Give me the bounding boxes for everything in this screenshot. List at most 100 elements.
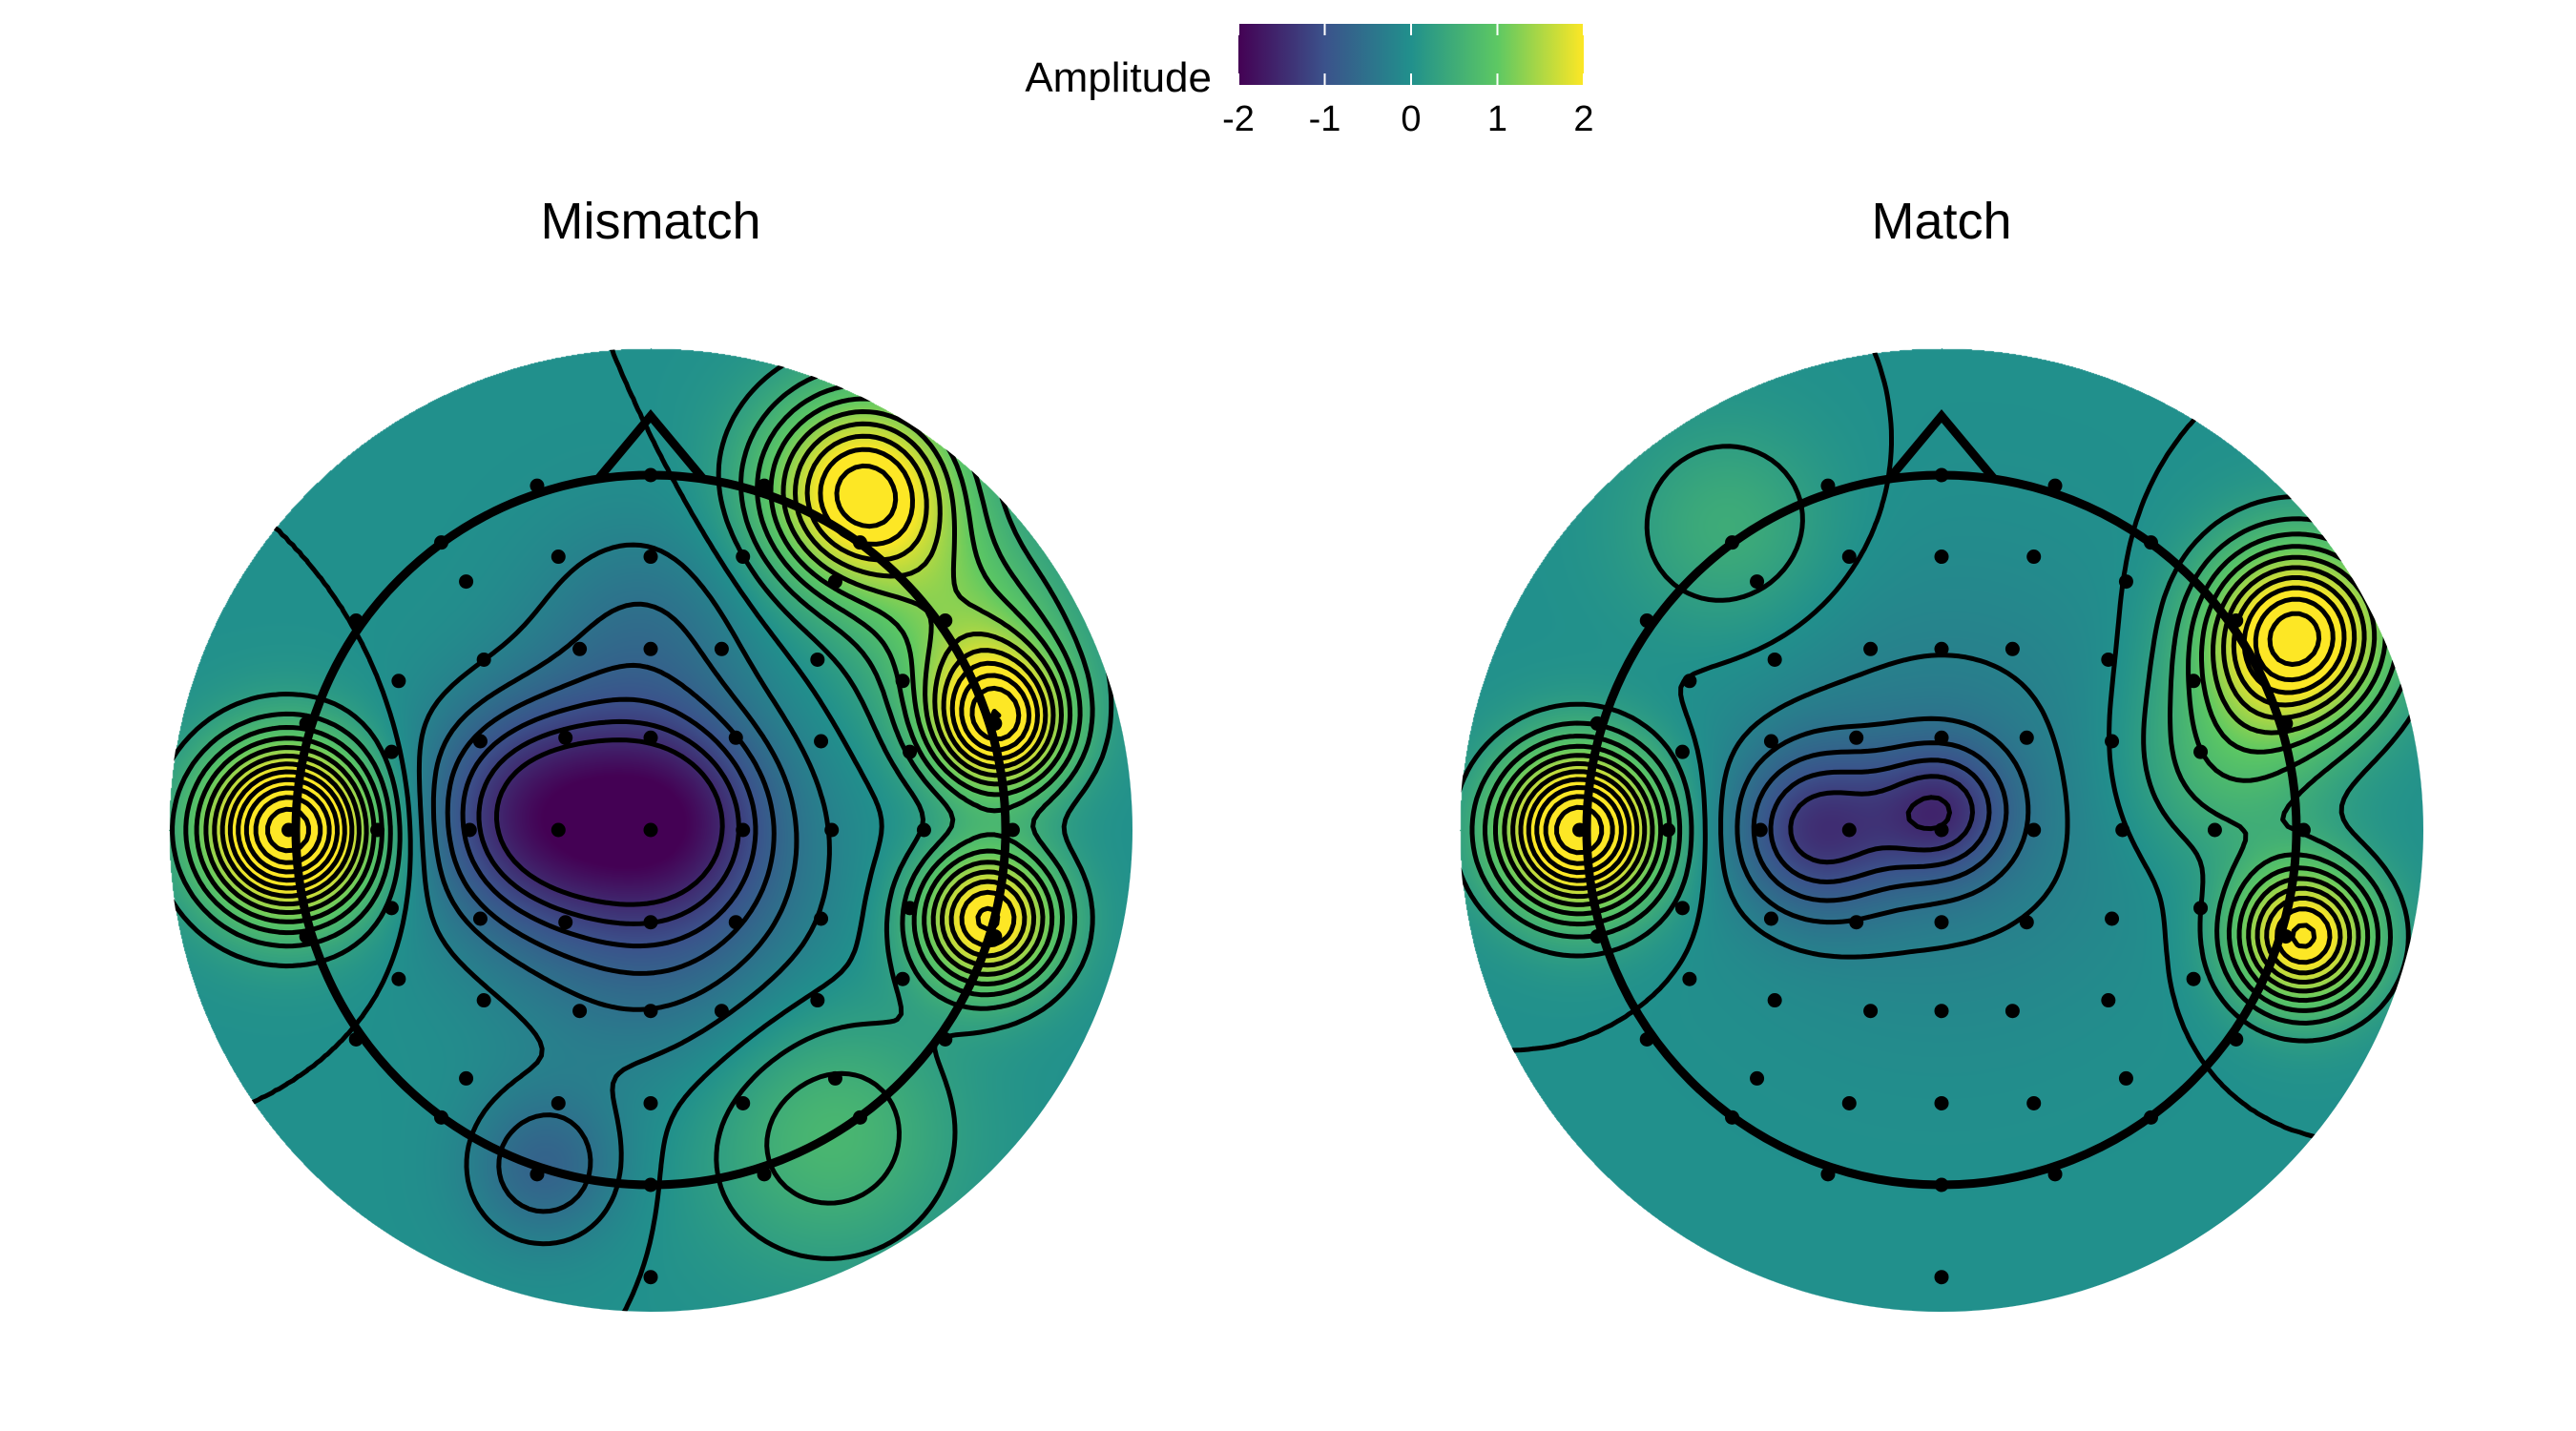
electrode-dot xyxy=(299,716,314,731)
electrode-dot xyxy=(2026,1095,2042,1110)
electrode-dot xyxy=(1934,641,1949,656)
electrode-dot xyxy=(2005,641,2020,656)
electrode-dot xyxy=(2019,915,2034,930)
contour-line-negative xyxy=(1768,757,1992,884)
electrode-dot xyxy=(1934,1004,1949,1019)
electrode-dot xyxy=(2278,716,2294,731)
electrode-dot xyxy=(2019,730,2034,745)
electrode-dot xyxy=(558,730,573,745)
electrode-dot xyxy=(2207,822,2222,838)
electrode-dot xyxy=(916,822,931,838)
colorbar-legend: Amplitude -2 -1 0 1 2 xyxy=(1025,24,1594,139)
electrode-dot xyxy=(2296,822,2311,838)
electrode-dot xyxy=(558,915,573,930)
electrode-dot xyxy=(281,822,297,838)
electrode-dot xyxy=(2047,1167,2063,1182)
panel-title-mismatch: Mismatch xyxy=(540,193,760,250)
electrode-dot xyxy=(472,734,488,749)
electrode-dot xyxy=(1725,535,1740,550)
contour-line-positive xyxy=(1502,554,2378,994)
electrode-dot xyxy=(384,744,399,759)
electrode-dot xyxy=(1934,467,1949,483)
electrode-dot xyxy=(459,574,474,590)
electrode-dot xyxy=(572,1004,588,1019)
panel-match: Match xyxy=(1460,193,2423,1312)
electrode-dot xyxy=(1572,822,1588,838)
panel-title-match: Match xyxy=(1871,193,2011,250)
electrode-layer xyxy=(281,467,1020,1285)
electrode-dot xyxy=(348,613,364,629)
colorbar-tick-label: -2 xyxy=(1222,99,1255,139)
electrode-dot xyxy=(643,730,658,745)
electrode-dot xyxy=(2278,929,2294,944)
electrode-dot xyxy=(938,1031,953,1047)
electrode-dot xyxy=(1934,915,1949,930)
electrode-dot xyxy=(1753,822,1768,838)
electrode-dot xyxy=(1820,1167,1836,1182)
contour-line-positive xyxy=(203,409,1064,977)
electrode-dot xyxy=(2193,744,2209,759)
colorbar-ticks: -2 -1 0 1 2 xyxy=(1222,24,1594,139)
electrode-dot xyxy=(1725,1110,1740,1125)
electrode-dot xyxy=(643,1177,658,1192)
electrode-dot xyxy=(714,1004,729,1019)
electrode-dot xyxy=(728,915,743,930)
electrode-dot xyxy=(714,641,729,656)
electrode-dot xyxy=(2229,1031,2244,1047)
contour-line-negative xyxy=(430,601,800,1214)
electrode-dot xyxy=(1863,1004,1879,1019)
contour-line-positive xyxy=(236,463,1032,932)
electrode-dot xyxy=(736,822,751,838)
electrode-dot xyxy=(1849,915,1864,930)
electrode-dot xyxy=(643,641,658,656)
electrode-dot xyxy=(987,716,1003,731)
electrode-dot xyxy=(1589,716,1605,731)
electrode-dot xyxy=(2115,822,2130,838)
electrode-dot xyxy=(852,1110,867,1125)
electrode-dot xyxy=(827,1070,842,1086)
electrode-dot xyxy=(1682,971,1697,986)
contour-line-positive xyxy=(1518,575,2358,976)
panel-mismatch: Mismatch xyxy=(169,193,1132,1312)
electrode-dot xyxy=(1763,911,1778,926)
electrode-dot xyxy=(476,993,491,1008)
contour-line-positive xyxy=(253,709,1002,865)
electrode-dot xyxy=(2118,1070,2133,1086)
electrode-dot xyxy=(810,652,825,667)
electrode-dot xyxy=(903,744,918,759)
electrode-dot xyxy=(2101,652,2116,667)
electrode-dot xyxy=(643,1095,658,1110)
electrode-dot xyxy=(551,550,566,565)
nose-marker xyxy=(594,408,707,482)
electrode-dot xyxy=(1934,550,1949,565)
electrode-dot xyxy=(2143,1110,2158,1125)
electrode-dot xyxy=(530,478,545,493)
electrode-dot xyxy=(1934,1095,1949,1110)
electrode-dot xyxy=(2186,674,2201,689)
contour-line-negative xyxy=(1788,774,1975,865)
electrode-dot xyxy=(1841,822,1857,838)
electrode-dot xyxy=(643,822,658,838)
contour-line-negative xyxy=(1718,653,2070,960)
electrode-dot xyxy=(551,1095,566,1110)
topo-map-mismatch xyxy=(169,348,1132,1312)
electrode-dot xyxy=(987,929,1003,944)
electrode-dot xyxy=(1934,822,1949,838)
electrode-dot xyxy=(1934,730,1949,745)
electrode-dot xyxy=(572,641,588,656)
electrode-dot xyxy=(814,734,829,749)
contour-line-negative xyxy=(1751,740,2009,903)
contour-line-negative xyxy=(1735,716,2031,925)
colorbar-tick-label: -1 xyxy=(1309,99,1341,139)
colorbar-tick-label: 1 xyxy=(1487,99,1507,139)
electrode-dot xyxy=(2118,574,2133,590)
electrode-dot xyxy=(1682,674,1697,689)
topo-map-match xyxy=(1460,348,2423,1312)
electrode-dot xyxy=(643,915,658,930)
electrode-dot xyxy=(370,822,385,838)
electrode-dot xyxy=(2143,535,2158,550)
electrode-dot xyxy=(1763,734,1778,749)
colorbar-tick-label: 0 xyxy=(1401,99,1421,139)
electrode-dot xyxy=(736,550,751,565)
